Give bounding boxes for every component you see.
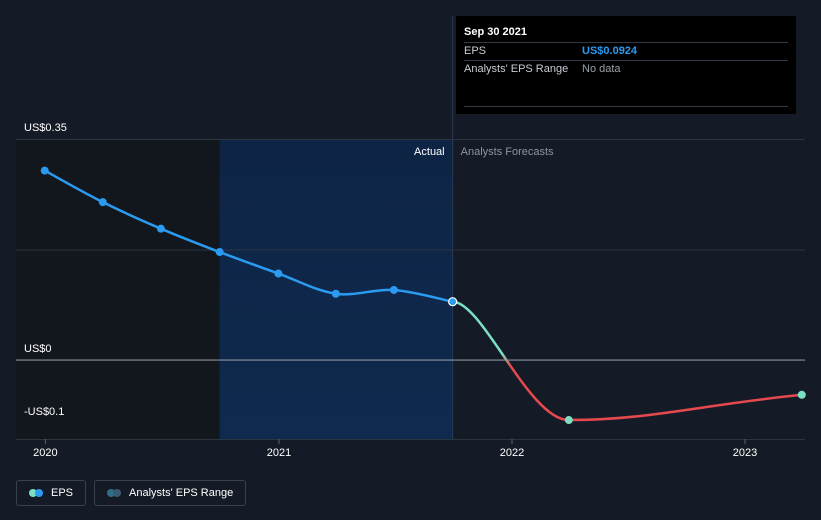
tooltip-eps-value: US$0.0924 [582,45,638,57]
eps-actual-point [331,289,340,298]
eps-actual-point [40,166,49,175]
legend: EPS Analysts' EPS Range [16,480,247,506]
eps-forecast-point [564,416,573,425]
legend-item-range[interactable]: Analysts' EPS Range [94,480,247,506]
forecast-label: Analysts Forecasts [461,146,554,158]
past-region [16,139,220,439]
tooltip-row-range: Analysts' EPS Range No data [464,60,788,78]
tooltip-divider [464,106,788,107]
actual-label: Actual [414,146,445,158]
eps-actual-point [389,285,398,294]
x-tick-label: 2023 [733,447,757,459]
y-tick-label: US$0.35 [24,122,67,134]
tooltip-range-label: Analysts' EPS Range [464,63,569,75]
legend-range-label: Analysts' EPS Range [129,487,234,499]
y-tick-label: -US$0.1 [24,406,64,418]
tooltip: Sep 30 2021 EPS US$0.0924 Analysts' EPS … [456,16,796,114]
y-tick-label: US$0 [24,343,52,355]
eps-actual-point [98,198,107,207]
eps-actual-point [156,224,165,233]
tooltip-range-value: No data [582,63,621,75]
eps-actual-point [448,297,458,307]
tooltip-eps-label: EPS [464,45,487,57]
actual-region [219,139,453,439]
x-tick-label: 2022 [500,447,524,459]
tooltip-row-eps: EPS US$0.0924 [464,42,788,60]
legend-eps-label: EPS [51,487,74,499]
legend-item-eps[interactable]: EPS [16,480,87,506]
x-tick-label: 2020 [33,447,57,459]
range-swatch-icon [107,489,122,497]
eps-forecast-point [797,390,806,399]
eps-actual-point [274,269,283,278]
eps-forecast-line [452,300,802,422]
eps-actual-point [215,248,224,257]
tooltip-date: Sep 30 2021 [464,26,527,38]
x-tick-label: 2021 [267,447,291,459]
eps-swatch-icon [29,489,43,497]
